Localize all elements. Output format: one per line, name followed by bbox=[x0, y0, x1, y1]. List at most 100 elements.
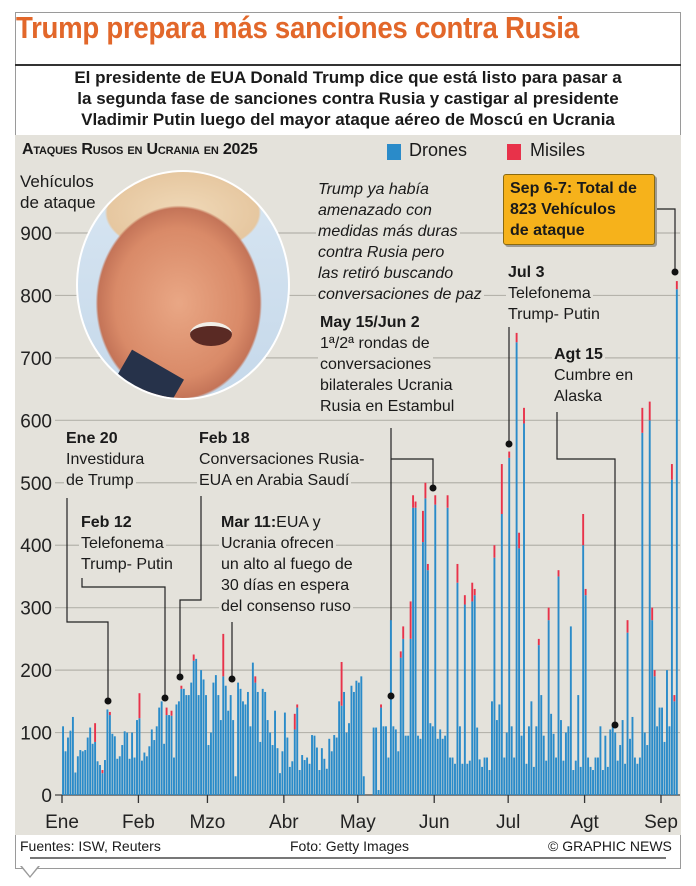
bar-missiles bbox=[165, 707, 168, 716]
page-title: Trump prepara más sanciones contra Rusia bbox=[16, 10, 579, 45]
bar-drones bbox=[313, 735, 316, 795]
bar-drones bbox=[264, 691, 267, 795]
bar-drones bbox=[375, 727, 378, 795]
dot-may15 bbox=[387, 692, 395, 700]
bar-drones bbox=[473, 595, 476, 795]
x-axis: Ene Feb Mzo Abr May Jun Jul Agt Sep bbox=[45, 794, 680, 833]
annotation-may15-jun2: May 15/Jun 2 1ª/2ª rondas de conversacio… bbox=[318, 312, 457, 417]
bar-drones bbox=[454, 763, 456, 795]
footer-photo-credit: Foto: Getty Images bbox=[290, 838, 410, 854]
bar-drones bbox=[104, 760, 106, 795]
bar-drones bbox=[205, 695, 207, 795]
bar-drones bbox=[661, 707, 663, 795]
bar-drones bbox=[500, 514, 503, 795]
bar-drones bbox=[380, 707, 382, 795]
bar-missiles bbox=[180, 685, 183, 689]
bar-drones bbox=[338, 701, 341, 795]
bar-drones bbox=[491, 701, 493, 795]
bar-drones bbox=[94, 741, 97, 795]
bar-drones bbox=[86, 737, 89, 795]
bar-drones bbox=[318, 770, 321, 795]
bar-drones bbox=[296, 707, 299, 795]
bar-drones bbox=[503, 757, 506, 795]
bar-drones bbox=[589, 766, 592, 795]
bar-drones bbox=[542, 735, 545, 795]
bar-drones bbox=[279, 773, 281, 795]
bar-drones bbox=[601, 770, 604, 795]
subtitle: El presidente de EUA Donald Trump dice q… bbox=[15, 67, 681, 130]
bar-missiles bbox=[471, 582, 474, 602]
bar-drones bbox=[527, 726, 530, 795]
bar-drones bbox=[123, 731, 126, 795]
bar-drones bbox=[609, 729, 612, 795]
bar-drones bbox=[79, 750, 82, 795]
bar-drones bbox=[417, 735, 419, 795]
bar-drones bbox=[397, 751, 400, 795]
bar-drones bbox=[643, 732, 646, 795]
leader-feb12 bbox=[81, 578, 166, 698]
bar-drones bbox=[121, 745, 124, 795]
bar-drones bbox=[404, 735, 407, 795]
bar-drones bbox=[76, 756, 79, 795]
bar-missiles bbox=[414, 501, 417, 508]
bar-drones bbox=[569, 626, 572, 795]
bar-drones bbox=[165, 715, 168, 795]
bar-drones bbox=[382, 726, 385, 795]
bar-drones bbox=[71, 716, 74, 795]
bar-drones bbox=[274, 710, 276, 795]
footer-copyright: © GRAPHIC NEWS bbox=[548, 838, 672, 854]
bar-drones bbox=[412, 507, 415, 795]
bar-drones bbox=[599, 726, 602, 795]
bar-drones bbox=[195, 658, 198, 795]
leader-ene20 bbox=[66, 498, 109, 701]
bar-drones bbox=[594, 757, 597, 795]
bar-drones bbox=[547, 620, 550, 795]
bar-drones bbox=[429, 723, 432, 795]
bar-drones bbox=[335, 737, 338, 795]
bar-drones bbox=[64, 751, 67, 795]
annotation-feb18: Feb 18 Conversaciones Rusia- EUA en Arab… bbox=[197, 428, 367, 491]
bar-drones bbox=[219, 720, 222, 795]
bar-drones bbox=[210, 732, 212, 795]
bar-drones bbox=[648, 420, 651, 795]
bar-drones bbox=[389, 620, 392, 795]
leader-jun2 bbox=[391, 458, 434, 488]
bar-drones bbox=[557, 576, 560, 795]
bar-drones bbox=[298, 770, 301, 795]
y-tick-label: 900 bbox=[20, 224, 52, 245]
bar-missiles bbox=[101, 770, 104, 774]
bar-drones bbox=[468, 760, 471, 795]
x-tick-label: Sep bbox=[644, 812, 678, 833]
legend-swatch-missiles bbox=[507, 144, 521, 160]
bar-drones bbox=[675, 289, 678, 795]
bar-drones bbox=[550, 713, 553, 795]
bar-drones bbox=[592, 770, 594, 795]
bar-missiles bbox=[399, 651, 402, 658]
bar-drones bbox=[62, 726, 64, 795]
bar-drones bbox=[488, 770, 491, 795]
bar-drones bbox=[212, 682, 215, 795]
bar-drones bbox=[261, 688, 264, 795]
bar-drones bbox=[271, 745, 274, 795]
bar-drones bbox=[229, 695, 232, 795]
dot-agt15 bbox=[611, 721, 619, 729]
bar-missiles bbox=[518, 532, 521, 549]
bar-drones bbox=[451, 757, 454, 795]
bar-drones bbox=[214, 675, 217, 795]
bar-missiles bbox=[170, 710, 173, 716]
bar-missiles bbox=[380, 704, 382, 708]
bar-drones bbox=[222, 676, 225, 795]
bar-drones bbox=[466, 763, 469, 795]
bar-missiles bbox=[108, 711, 111, 716]
bar-drones bbox=[372, 727, 375, 795]
bar-drones bbox=[197, 695, 200, 795]
bar-missiles bbox=[641, 407, 644, 433]
x-tick-label: Jun bbox=[419, 812, 450, 833]
bar-drones bbox=[419, 738, 422, 795]
bar-drones bbox=[170, 715, 173, 795]
bar-drones bbox=[269, 732, 272, 795]
bar-drones bbox=[348, 723, 350, 795]
bar-drones bbox=[495, 720, 498, 795]
bar-drones bbox=[340, 705, 343, 795]
bar-drones bbox=[673, 701, 676, 795]
